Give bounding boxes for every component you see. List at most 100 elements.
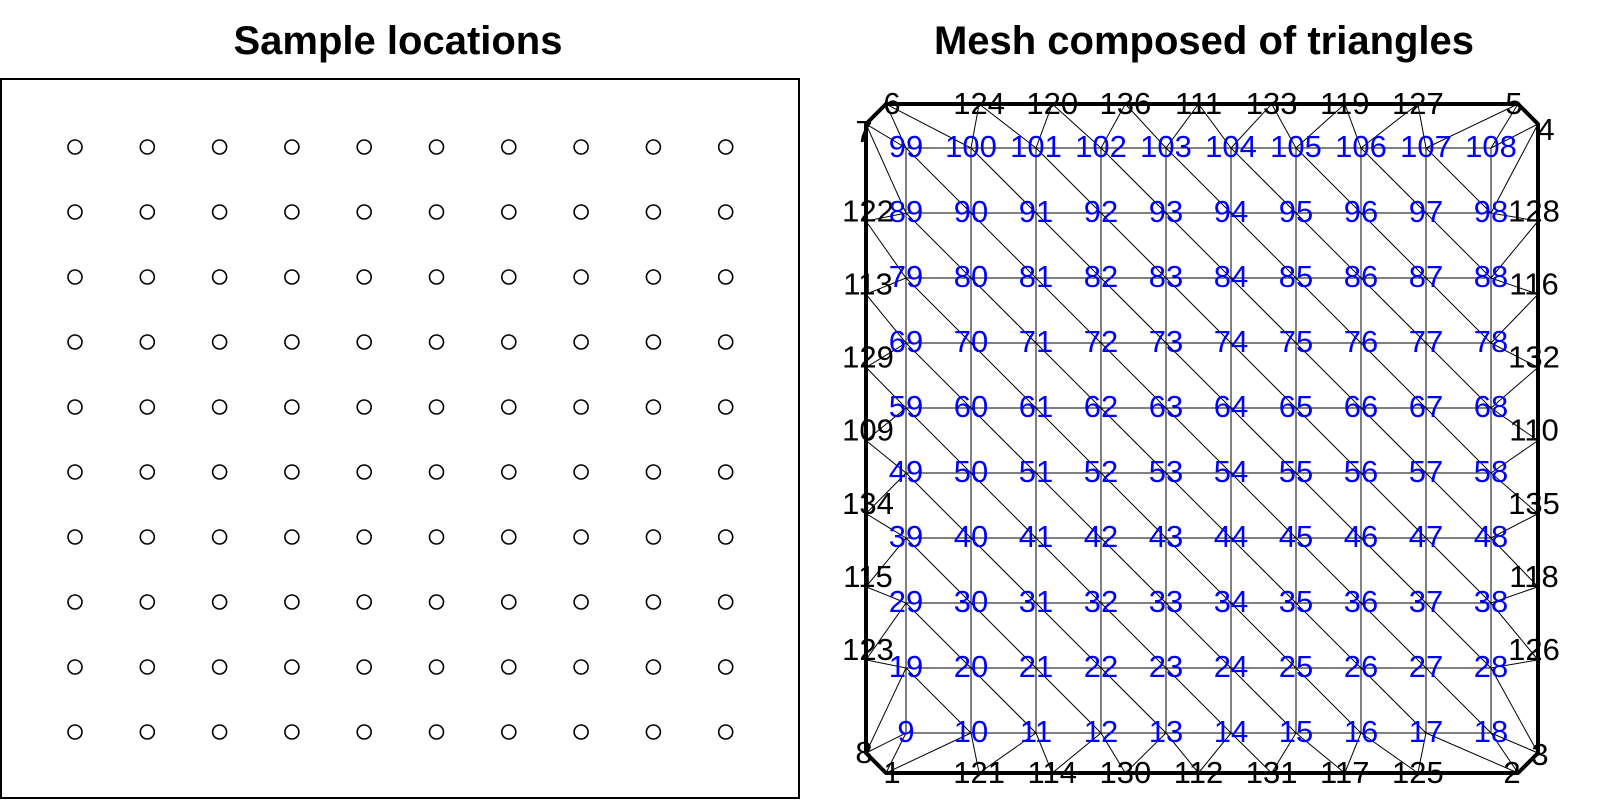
interior-vertex-label: 79 — [889, 259, 923, 294]
sample-point — [211, 334, 228, 350]
sample-point — [428, 724, 445, 740]
mesh-edge — [978, 732, 1037, 774]
sample-point — [139, 464, 156, 480]
mesh-edge — [905, 212, 972, 279]
sample-point — [211, 399, 228, 415]
interior-vertex-label: 107 — [1400, 129, 1452, 164]
mesh-edge — [1035, 667, 1102, 734]
sample-point — [356, 139, 373, 155]
sample-point — [139, 399, 156, 415]
mesh-edge — [1230, 212, 1297, 279]
mesh-edge — [1344, 732, 1362, 774]
mesh-edge — [1490, 586, 1539, 604]
mesh-edge — [970, 602, 1037, 669]
sample-point — [645, 594, 662, 610]
interior-vertex-label: 14 — [1214, 714, 1248, 749]
mesh-edge — [1271, 732, 1297, 774]
interior-vertex-label: 42 — [1084, 519, 1118, 554]
mesh-edge — [1295, 103, 1346, 149]
interior-vertex-label: 86 — [1344, 259, 1378, 294]
mesh-edge — [865, 472, 907, 514]
interior-vertex-label: 97 — [1409, 194, 1443, 229]
interior-vertex-label: 18 — [1474, 714, 1508, 749]
boundary-vertex-label: 109 — [842, 413, 894, 448]
interior-vertex-label: 61 — [1019, 389, 1053, 424]
boundary-vertex-label: 123 — [842, 632, 894, 667]
interior-vertex-label: 51 — [1019, 454, 1053, 489]
sample-point — [211, 529, 228, 545]
sample-point — [139, 529, 156, 545]
mesh-edge — [1165, 602, 1232, 669]
sample-point — [717, 464, 734, 480]
mesh-edge — [1165, 667, 1232, 734]
interior-vertex-label: 10 — [954, 714, 988, 749]
boundary-vertex-label: 117 — [1320, 755, 1369, 790]
interior-vertex-label: 67 — [1409, 389, 1443, 424]
mesh-edge — [1230, 602, 1297, 669]
interior-vertex-label: 11 — [1020, 714, 1052, 749]
mesh-edge — [970, 667, 1037, 734]
sample-point — [428, 594, 445, 610]
interior-vertex-label: 78 — [1474, 324, 1508, 359]
mesh-edge — [1125, 732, 1167, 774]
sample-point — [645, 724, 662, 740]
mesh-edge — [1198, 732, 1232, 774]
mesh-edge — [970, 732, 980, 774]
interior-vertex-label: 105 — [1270, 129, 1322, 164]
mesh-edge — [1035, 732, 1053, 774]
interior-vertex-label: 13 — [1149, 714, 1183, 749]
mesh-edge — [1490, 732, 1539, 754]
interior-vertex-label: 26 — [1344, 649, 1378, 684]
mesh-edge — [1230, 342, 1297, 409]
mesh-edge — [1295, 212, 1362, 279]
interior-vertex-label: 108 — [1465, 129, 1517, 164]
boundary-vertex-label: 120 — [1026, 86, 1078, 121]
mesh-edge — [1165, 732, 1199, 774]
interior-vertex-label: 102 — [1075, 129, 1127, 164]
sample-point — [356, 594, 373, 610]
interior-vertex-label: 99 — [889, 129, 923, 164]
sample-point — [284, 529, 300, 545]
interior-vertex-label: 16 — [1344, 714, 1378, 749]
mesh-edge — [1360, 103, 1419, 149]
interior-vertex-label: 23 — [1149, 649, 1183, 684]
mesh-edge — [1425, 732, 1519, 774]
sample-point — [284, 464, 300, 480]
mesh-edge — [1490, 602, 1539, 661]
interior-vertex-label: 37 — [1409, 584, 1443, 619]
mesh-edge — [1360, 147, 1427, 214]
mesh-edge — [1051, 732, 1102, 774]
mesh-edge — [1100, 732, 1126, 774]
mesh-edge — [865, 407, 907, 441]
mesh-edge — [865, 513, 907, 539]
boundary-vertex-label: 136 — [1100, 86, 1152, 121]
interior-vertex-label: 54 — [1214, 454, 1248, 489]
sample-locations-panel: Sample locations — [0, 19, 800, 799]
interior-vertex-label: 65 — [1279, 389, 1313, 424]
mesh-edge — [1425, 342, 1492, 409]
interior-vertex-label: 85 — [1279, 259, 1313, 294]
mesh-edge — [1230, 732, 1272, 774]
mesh-edge — [865, 123, 907, 149]
mesh-edge — [1051, 103, 1102, 149]
mesh-edge — [1230, 537, 1297, 604]
mesh-edge — [1490, 123, 1539, 214]
sample-point — [356, 334, 373, 350]
interior-vertex-label: 28 — [1474, 649, 1508, 684]
interior-vertex-label: 80 — [954, 259, 988, 294]
interior-vertex-label: 33 — [1149, 584, 1183, 619]
sample-point — [139, 269, 156, 285]
mesh-edge — [1165, 212, 1232, 279]
interior-vertex-label: 83 — [1149, 259, 1183, 294]
sample-point — [67, 659, 83, 675]
boundary-vertex-label: 119 — [1320, 86, 1369, 121]
mesh-edge — [1295, 732, 1346, 774]
boundary-vertex-label: 113 — [843, 266, 892, 301]
sample-point — [139, 204, 156, 220]
mesh-edge — [1490, 472, 1539, 515]
mesh-edge — [885, 732, 972, 774]
sample-point — [67, 464, 83, 480]
boundary-vertex-label: 127 — [1392, 86, 1444, 121]
sample-point — [717, 334, 734, 350]
